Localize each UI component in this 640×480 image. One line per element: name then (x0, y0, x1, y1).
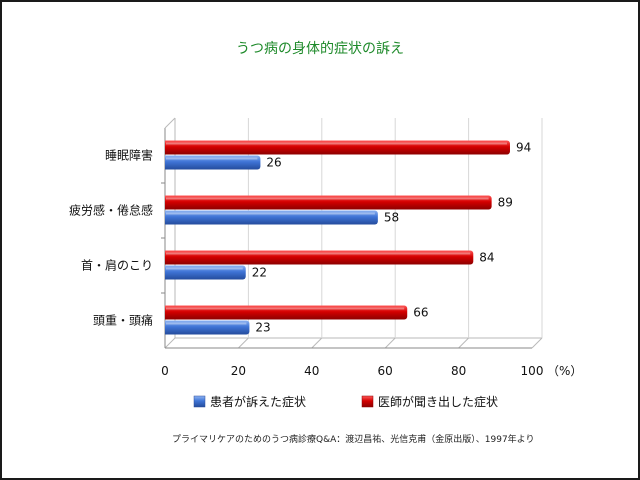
bar-doctor-3-body (165, 305, 408, 320)
bar-doctor-2-value-label: 84 (479, 251, 494, 265)
bar-patient-3-body (165, 320, 250, 335)
bar-patient-2-value-label: 22 (252, 266, 267, 280)
bar-patient-0: 26 (165, 155, 282, 170)
x-tick-labels: 0 20 40 60 80 100 (161, 364, 543, 378)
bar-doctor-1-body (165, 195, 492, 210)
bar-patient-2-body (165, 265, 246, 280)
bar-patient-0-value-label: 26 (266, 156, 281, 170)
bar-patient-0-body (165, 155, 261, 170)
bar-patient-1: 58 (165, 210, 399, 225)
legend-label-patient: 患者が訴えた症状 (210, 394, 306, 409)
bar-doctor-1: 89 (165, 195, 513, 210)
bar-doctor-1-value-label: 89 (498, 196, 513, 210)
x-tick-60: 60 (378, 364, 393, 378)
bar-doctor-0-body (165, 140, 510, 155)
category-label-2: 首・肩のこり (81, 258, 153, 273)
legend-label-doctor: 医師が聞き出した症状 (378, 394, 498, 409)
category-label-1: 疲労感・倦怠感 (69, 203, 153, 218)
x-tick-100: 100 (521, 364, 544, 378)
x-axis-unit: （%） (547, 364, 582, 378)
bar-patient-3-value-label: 23 (255, 321, 270, 335)
source-citation: プライマリケアのためのうつ病診療Q&A：渡辺昌祐、光信克甫（金原出版）、1997… (172, 433, 535, 445)
bar-patient-1-value-label: 58 (384, 211, 399, 225)
bar-doctor-3: 66 (165, 305, 429, 320)
bar-patient-2: 22 (165, 265, 267, 280)
legend: 患者が訴えた症状 医師が聞き出した症状 (193, 394, 498, 409)
x-tick-0: 0 (161, 364, 169, 378)
legend-swatch-doctor (361, 395, 374, 408)
bar-doctor-3-value-label: 66 (413, 306, 428, 320)
bar-patient-1-body (165, 210, 378, 225)
category-label-0: 睡眠障害 (105, 148, 153, 163)
legend-swatch-patient (193, 395, 206, 408)
bar-doctor-2-body (165, 250, 474, 265)
x-tick-40: 40 (304, 364, 319, 378)
bar-doctor-0-value-label: 94 (516, 141, 531, 155)
x-tick-80: 80 (451, 364, 466, 378)
plot-axes (161, 117, 543, 349)
category-label-3: 頭重・頭痛 (93, 313, 153, 328)
bar-doctor-2: 84 (165, 250, 495, 265)
bar-series: 94 26 89 58 84 22 66 23 (165, 140, 531, 335)
bar-doctor-0: 94 (165, 140, 531, 155)
bar-patient-3: 23 (165, 320, 271, 335)
chart-title: うつ病の身体的症状の訴え (236, 41, 404, 57)
x-tick-20: 20 (231, 364, 246, 378)
